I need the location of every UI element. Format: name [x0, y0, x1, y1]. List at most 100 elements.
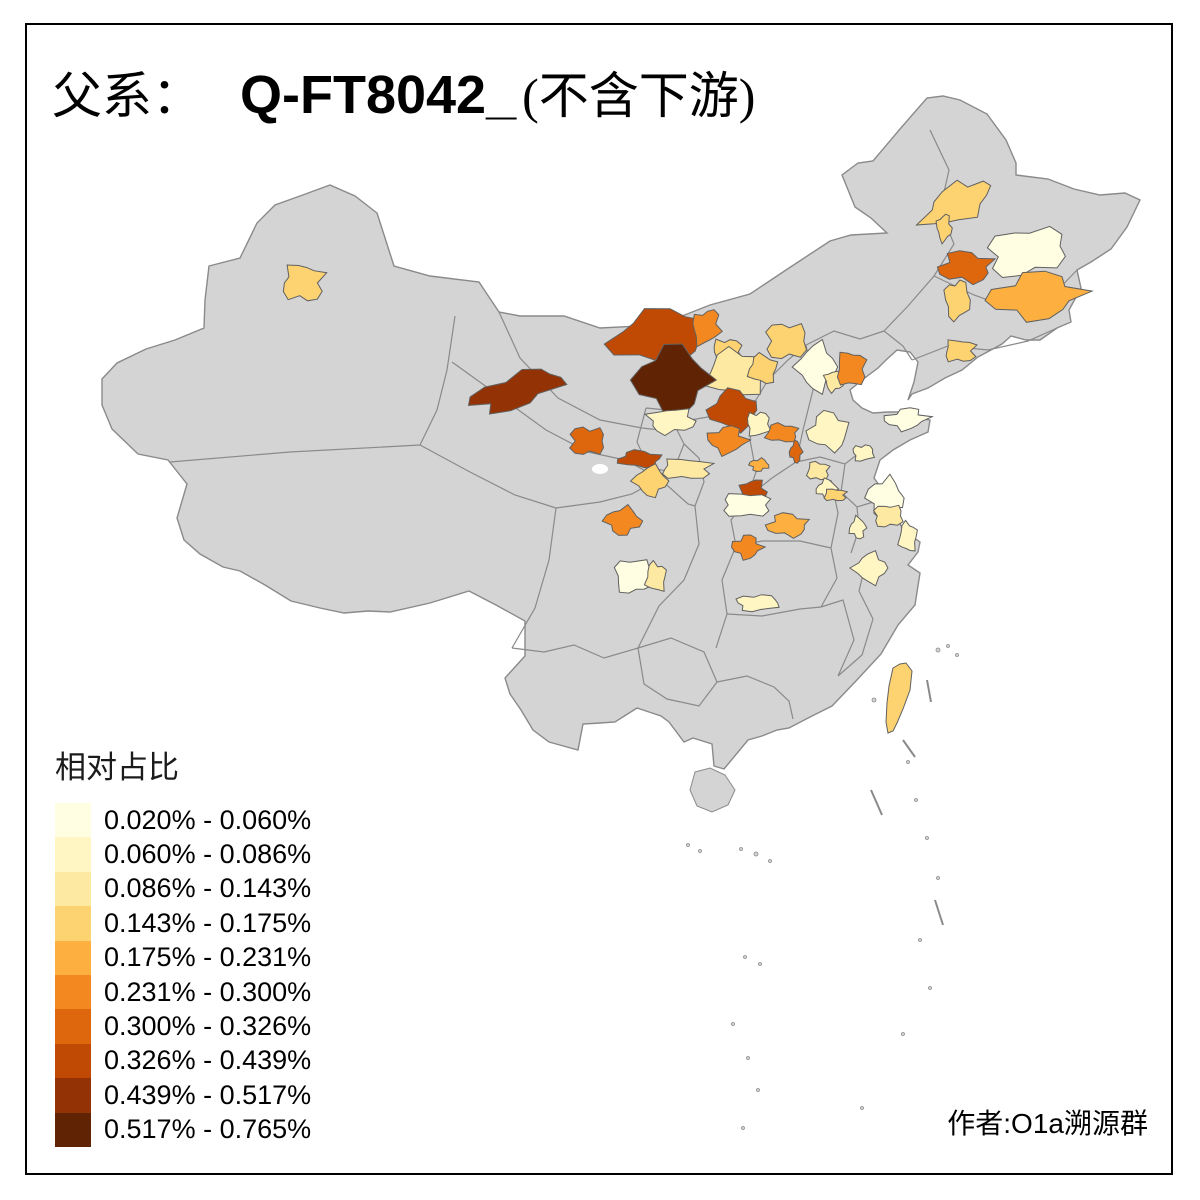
island-dot [756, 1088, 760, 1092]
legend-rows: 0.020% - 0.060% 0.060% - 0.086% 0.086% - 0… [55, 803, 311, 1147]
legend-label-6: 0.231% - 0.300% [104, 976, 312, 1007]
region-patch-chengdu-pale [613, 559, 654, 594]
legend-row-2: 0.060% - 0.086% [55, 837, 312, 872]
qinghai-lake [592, 464, 608, 474]
region-patch-yanan [706, 425, 752, 458]
island-dot [743, 955, 747, 959]
region-patch-changzhi [763, 422, 800, 443]
legend-row-8: 0.326% - 0.439% [55, 1043, 312, 1079]
legend-label-2: 0.060% - 0.086% [104, 839, 312, 870]
region-patch-wuhai-strip [692, 309, 724, 348]
legend-row-5: 0.175% - 0.231% [55, 940, 312, 975]
region-patch-zhejiang-north [848, 550, 889, 587]
legend-swatch-1 [55, 803, 91, 838]
legend-label-5: 0.175% - 0.231% [104, 942, 312, 973]
legend-row-4: 0.143% - 0.175% [55, 906, 312, 941]
island-dot [768, 859, 772, 863]
region-patch-guyuan-pale [661, 458, 716, 479]
region-patch-jilin-east [984, 270, 1094, 323]
legend-row-9: 0.439% - 0.517% [55, 1078, 312, 1113]
region-patch-liaoning-north [945, 339, 978, 363]
island-chain-dash [870, 789, 883, 816]
legend-swatch-4 [55, 906, 91, 941]
mainland-outline [101, 95, 1141, 770]
legend-title: 相对占比 [55, 750, 179, 785]
region-patch-ordos-south-pale [643, 408, 697, 437]
legend-label-3: 0.086% - 0.143% [104, 873, 312, 904]
legend-swatch-8 [55, 1043, 91, 1079]
legend-swatch-3 [55, 871, 91, 907]
legend-swatch-2 [55, 837, 91, 872]
region-patch-yantai-cream [883, 407, 935, 433]
region-patch-lanzhou-area [569, 426, 605, 455]
author-credit: 作者:O1a溯源群 [947, 1108, 1148, 1139]
island-dot [925, 836, 929, 840]
region-patch-gansu-south [629, 463, 670, 499]
region-patch-nanyang [764, 512, 811, 539]
title-haplogroup: Q-FT8042_ [240, 65, 517, 125]
legend-swatch-6 [55, 974, 91, 1010]
region-patch-nantong [897, 519, 918, 552]
legend: 相对占比 0.020% - 0.060% 0.060% - 0.086% 0.086… [55, 742, 311, 1147]
region-patch-changchun-west [943, 279, 971, 323]
south-sea-islands [686, 644, 959, 1130]
region-patch-xinjiang-bole [282, 264, 328, 302]
region-patch-mianyang [601, 503, 644, 536]
region-patch-beijing-area [791, 338, 839, 396]
legend-row-3: 0.086% - 0.143% [55, 871, 312, 907]
region-patch-hubei-south [735, 594, 780, 613]
island-dot [935, 647, 941, 653]
region-patch-nenjiang-strip [935, 213, 953, 245]
region-patch-hexi-corridor [467, 368, 568, 415]
island-dot [739, 847, 743, 851]
region-patch-sanmenxia [747, 457, 770, 473]
region-patch-shangluo-pale [723, 493, 772, 517]
region-patch-ordos [629, 343, 718, 417]
region-patch-hohhot-ulanqab [702, 345, 768, 396]
title-prefix: 父系： [52, 68, 202, 124]
legend-swatch-10 [55, 1112, 91, 1147]
region-patch-huaibei [823, 488, 849, 502]
island-dot [860, 1106, 864, 1110]
island-dot [746, 1056, 750, 1060]
legend-swatch-5 [55, 940, 91, 975]
legend-label-9: 0.439% - 0.517% [104, 1079, 312, 1110]
island-dot [901, 1032, 905, 1036]
region-patch-heilongjiang-nw [915, 179, 992, 226]
region-patch-suining [643, 559, 667, 592]
island-dot [686, 843, 690, 847]
legend-row-7: 0.300% - 0.326% [55, 1009, 311, 1044]
shaded-prefectures [282, 179, 1094, 734]
plot-frame [25, 23, 1173, 1175]
region-patch-taiwan [885, 662, 913, 734]
region-patch-xiangyang [730, 534, 767, 561]
legend-swatch-7 [55, 1009, 91, 1044]
island-dot [698, 849, 702, 853]
region-patch-tangshan [836, 351, 868, 386]
legend-row-6: 0.231% - 0.300% [55, 974, 312, 1010]
island-dot [955, 653, 959, 657]
island-dot [758, 962, 762, 966]
island-dot [906, 760, 910, 764]
island-dot [936, 876, 940, 880]
legend-label-10: 0.517% - 0.765% [104, 1114, 312, 1145]
island-dot [946, 644, 950, 648]
region-patch-datong [746, 351, 779, 385]
legend-label-1: 0.020% - 0.060% [104, 804, 312, 835]
hainan-island [689, 767, 736, 813]
region-patch-jincheng [788, 439, 804, 464]
island-dot [753, 851, 759, 857]
region-patch-shijiazhuang-pale [805, 409, 850, 454]
island-chain-dash [926, 679, 932, 703]
legend-label-8: 0.326% - 0.439% [104, 1045, 312, 1076]
region-patch-jinan-pale [852, 444, 876, 462]
legend-row-1: 0.020% - 0.060% [55, 803, 312, 838]
island-dot [914, 798, 918, 802]
legend-label-4: 0.143% - 0.175% [104, 907, 312, 938]
region-patch-yulin [705, 387, 758, 434]
island-dot [871, 697, 877, 703]
region-patch-heilongjiang-ne [986, 225, 1066, 279]
island-chain-dash [934, 899, 944, 926]
